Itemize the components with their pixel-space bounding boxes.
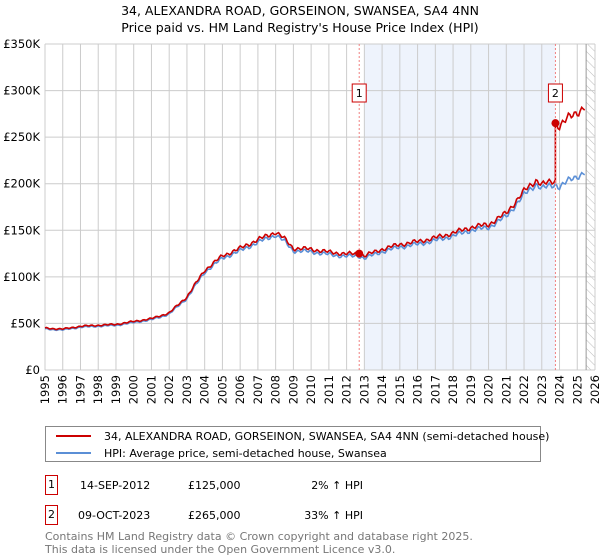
sale-label-box (547, 83, 563, 103)
footer-copyright: Contains HM Land Registry data © Crown c… (45, 530, 473, 543)
sale-point (355, 249, 364, 258)
legend-hpi: HPI: Average price, semi-detached house,… (104, 446, 387, 460)
x-tick-label: 1999 (109, 375, 123, 404)
property-line (44, 105, 586, 331)
x-tick-label: 2005 (215, 375, 229, 404)
sale-label: 1 (356, 87, 363, 100)
y-tick-label: £0 (25, 363, 40, 377)
sale-hpi: 2% ↑ HPI (311, 479, 363, 492)
sale-price: £265,000 (188, 509, 241, 522)
chart-subtitle: Price paid vs. HM Land Registry's House … (121, 20, 479, 35)
x-tick-label: 2011 (322, 375, 336, 404)
price-chart: 1995 1996 1997 1998 1999 2000 2001 2002 2003 2004… (3, 37, 600, 404)
sale-date: 09-OCT-2023 (78, 509, 151, 522)
x-tick-label: 2019 (464, 375, 478, 404)
x-tick-label: 2015 (393, 375, 407, 404)
table-row: 1 14-SEP-2012 £125,000 2% ↑ HPI (45, 475, 465, 495)
x-tick-label: 2010 (304, 375, 318, 404)
x-tick-label: 2017 (428, 375, 442, 404)
chart-title: 34, ALEXANDRA ROAD, GORSEINON, SWANSEA, … (121, 3, 479, 18)
hpi-line (44, 171, 586, 332)
y-tick-label: £150K (3, 223, 40, 237)
x-tick-label: 2023 (535, 375, 549, 404)
sale-hpi: 33% ↑ HPI (304, 509, 363, 522)
x-tick-label: 2000 (127, 375, 141, 404)
y-tick-label: £200K (3, 177, 40, 191)
footer-licence: This data is licensed under the Open Gov… (45, 543, 396, 556)
x-tick-label: 2004 (198, 375, 212, 404)
y-tick-label: £300K (3, 84, 40, 98)
x-tick-label: 2014 (375, 375, 389, 404)
legend-blue-line (56, 452, 91, 454)
x-tick-label: 2007 (251, 375, 265, 404)
sale-price: £125,000 (188, 479, 241, 492)
x-tick-label: 2002 (162, 375, 176, 404)
x-tick-label: 2022 (517, 375, 531, 404)
x-tick-label: 2024 (553, 375, 567, 404)
x-tick-label: 2013 (357, 375, 371, 404)
x-tick-label: 1995 (38, 375, 52, 404)
x-tick-label: 2026 (588, 375, 600, 404)
x-tick-label: 2012 (340, 375, 354, 404)
y-tick-label: £250K (3, 130, 40, 144)
x-tick-label: 2001 (144, 375, 158, 404)
sale-badge: 2 (45, 505, 58, 525)
x-tick-label: 2009 (286, 375, 300, 404)
sale-point (551, 119, 560, 128)
legend: 34, ALEXANDRA ROAD, GORSEINON, SWANSEA, … (45, 426, 549, 462)
x-tick-label: 2021 (499, 375, 513, 404)
x-tick-label: 2020 (482, 375, 496, 404)
x-tick-label: 2025 (570, 375, 584, 404)
x-tick-label: 2018 (446, 375, 460, 404)
y-tick-label: £50K (11, 316, 41, 330)
legend-red-line (56, 435, 91, 437)
table-row: 2 09-OCT-2023 £265,000 33% ↑ HPI (45, 505, 465, 525)
sale-date: 14-SEP-2012 (80, 479, 151, 492)
y-tick-label: £100K (3, 270, 40, 284)
sale-badge: 1 (45, 475, 58, 495)
x-tick-label: 2006 (233, 375, 247, 404)
sale-label: 2 (552, 87, 559, 100)
x-tick-label: 2003 (180, 375, 194, 404)
x-tick-label: 1998 (91, 375, 105, 404)
future-hatch (586, 44, 595, 370)
legend-property: 34, ALEXANDRA ROAD, GORSEINON, SWANSEA, … (104, 429, 550, 443)
x-tick-label: 2008 (269, 375, 283, 404)
x-tick-label: 1996 (56, 375, 70, 404)
x-tick-label: 1997 (73, 375, 87, 404)
y-tick-label: £350K (3, 37, 40, 51)
shaded-period (364, 44, 556, 370)
sale-label-box (351, 83, 367, 103)
x-tick-label: 2016 (411, 375, 425, 404)
